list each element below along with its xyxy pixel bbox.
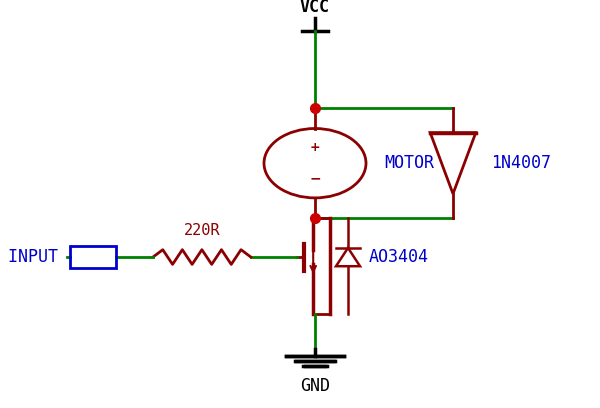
Text: −: − (309, 172, 321, 186)
Text: PWM INPUT: PWM INPUT (0, 248, 58, 266)
Text: 1N4007: 1N4007 (491, 154, 551, 172)
Text: GND: GND (300, 377, 330, 395)
Text: AO3404: AO3404 (369, 248, 429, 266)
Text: VCC: VCC (300, 0, 330, 16)
Text: MOTOR: MOTOR (384, 154, 434, 172)
Text: 220R: 220R (184, 223, 220, 238)
Text: +: + (310, 141, 320, 154)
